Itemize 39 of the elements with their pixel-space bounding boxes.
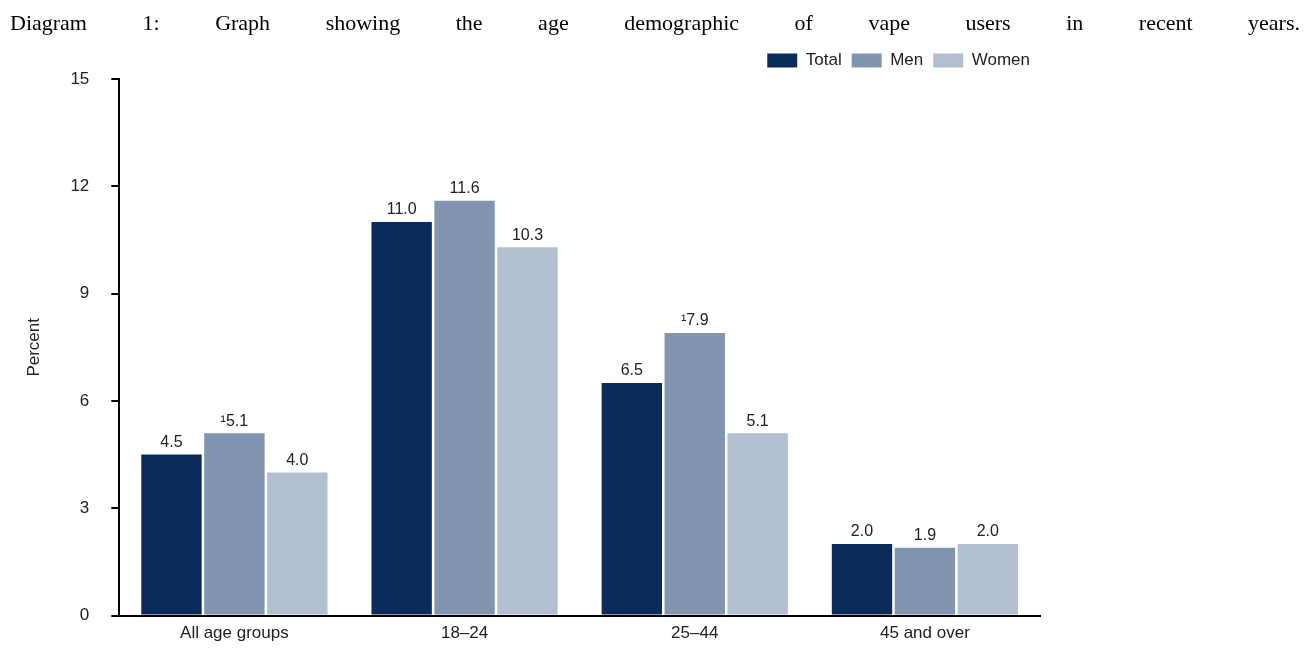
bar: [727, 433, 788, 615]
legend-label: Total: [805, 50, 842, 70]
data-label: 2.0: [850, 522, 874, 540]
x-tick-label: 45 and over: [880, 623, 971, 643]
y-tick-label: 0: [79, 605, 90, 625]
data-label: 1.9: [913, 526, 937, 544]
bar: [204, 433, 265, 615]
x-tick-label: 25–44: [671, 623, 719, 643]
y-tick-label: 15: [70, 68, 90, 88]
x-tick-label: 18–24: [440, 623, 489, 643]
y-axis-title: Percent: [23, 317, 43, 377]
bar: [434, 200, 495, 615]
bar: [497, 247, 558, 615]
bar: [601, 383, 663, 615]
bar: [831, 544, 893, 615]
data-label: ¹7.9: [680, 311, 709, 329]
data-label: 5.1: [746, 411, 769, 429]
legend-label: Women: [971, 50, 1030, 70]
data-label: 6.5: [620, 361, 644, 379]
chart-title: Diagram 1: Graph showing the age demographic of vape users in recent years.: [10, 10, 1300, 36]
data-label: 4.5: [160, 433, 183, 451]
y-tick-label: 3: [79, 497, 90, 517]
y-tick-label: 12: [70, 176, 90, 196]
data-label: 11.0: [386, 200, 417, 218]
y-tick-label: 6: [79, 390, 90, 410]
data-label: ¹5.1: [220, 411, 249, 429]
data-label: 10.3: [511, 225, 544, 243]
x-tick-label: All age groups: [180, 623, 289, 643]
data-label: 4.0: [286, 450, 309, 468]
data-label: 11.6: [449, 179, 480, 197]
legend-label: Men: [890, 50, 924, 70]
bar: [141, 454, 202, 615]
bar: [664, 332, 725, 615]
y-tick-label: 9: [79, 283, 90, 303]
bar: [267, 472, 328, 615]
bar: [371, 222, 432, 615]
data-label: 2.0: [976, 522, 1000, 540]
bar: [957, 544, 1019, 615]
bar: [894, 547, 956, 615]
